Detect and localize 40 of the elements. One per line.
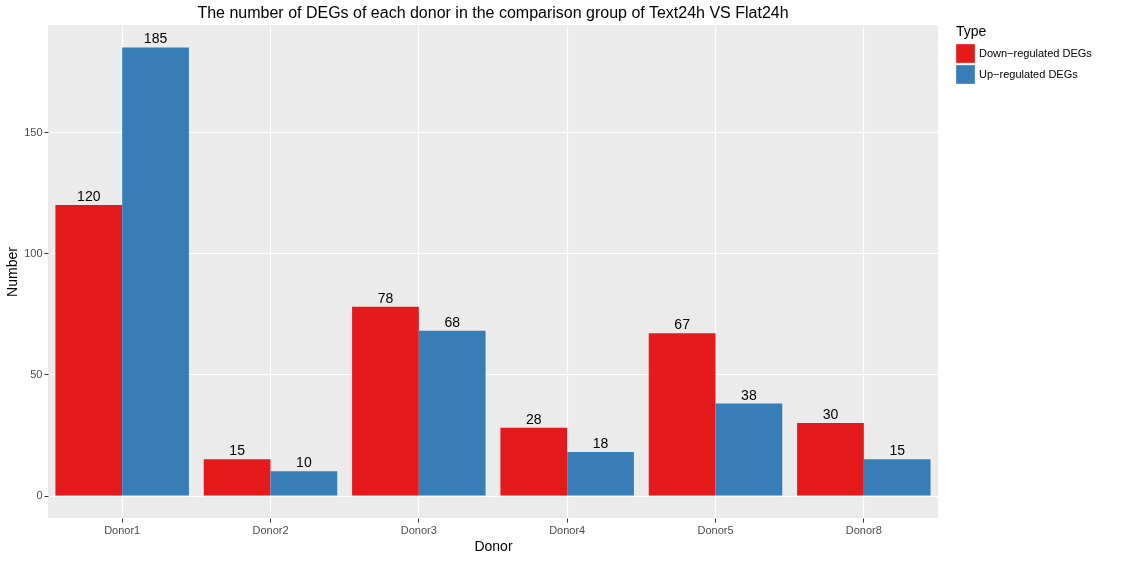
bar <box>648 333 716 496</box>
chart-title: The number of DEGs of each donor in the comparison group of Text24h VS Flat24h <box>197 4 789 21</box>
bar <box>270 471 338 496</box>
bar <box>567 451 634 496</box>
bar <box>418 330 486 496</box>
bar <box>122 47 189 496</box>
x-tick-label: Donor4 <box>549 523 586 536</box>
x-tick-label: Donor5 <box>697 523 734 536</box>
x-tick-label: Donor1 <box>104 523 141 536</box>
bar <box>352 306 419 496</box>
y-tick-label: 150 <box>24 125 43 138</box>
x-tick-label: Donor2 <box>252 523 289 536</box>
data-label: 28 <box>526 410 542 427</box>
bar <box>863 459 931 496</box>
data-label: 185 <box>143 30 168 47</box>
data-label: 68 <box>444 313 461 330</box>
data-label: 10 <box>296 454 312 471</box>
y-tick-label: 100 <box>24 246 43 259</box>
data-label: 30 <box>822 405 839 422</box>
data-label: 15 <box>229 442 246 459</box>
y-tick-label: 50 <box>30 367 43 380</box>
legend-label: Down−regulated DEGs <box>979 46 1093 59</box>
x-tick-label: Donor8 <box>845 523 882 536</box>
data-label: 67 <box>674 316 691 333</box>
data-label: 78 <box>377 289 394 306</box>
data-label: 120 <box>77 187 101 204</box>
bar <box>203 459 271 496</box>
legend-label: Up−regulated DEGs <box>979 67 1079 80</box>
y-tick-label: 0 <box>36 489 43 502</box>
bar <box>715 403 783 496</box>
data-label: 18 <box>592 434 609 451</box>
bar <box>797 422 864 496</box>
data-label: 38 <box>741 386 757 403</box>
y-axis-title: Number <box>4 246 21 297</box>
legend-title: Type <box>956 23 987 39</box>
bar <box>500 427 568 496</box>
x-tick-label: Donor3 <box>400 523 437 536</box>
data-label: 15 <box>889 442 906 459</box>
bar <box>55 204 123 496</box>
x-axis-title: Donor <box>474 537 513 554</box>
